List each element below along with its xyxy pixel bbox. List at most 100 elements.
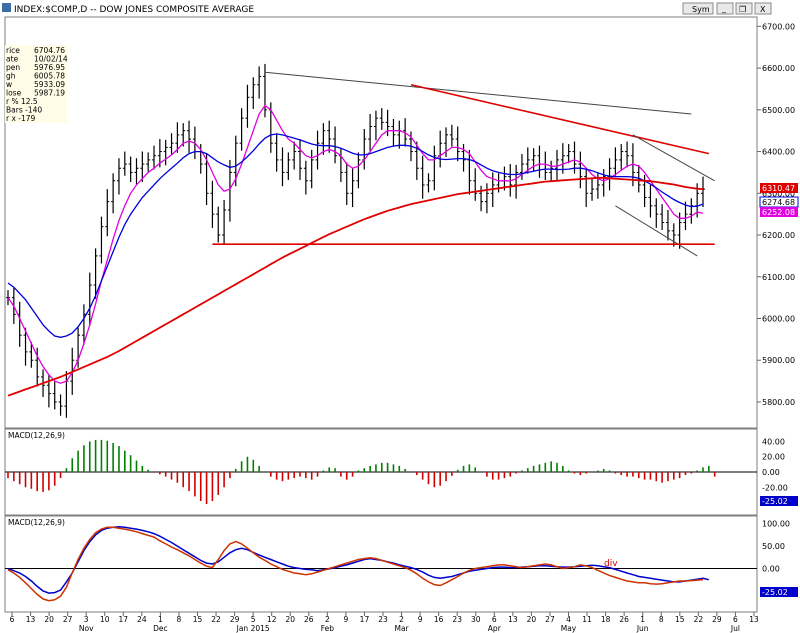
info-label: rice bbox=[6, 46, 20, 55]
x-day-label: 20 bbox=[285, 615, 295, 624]
signal-line bbox=[7, 526, 704, 602]
info-value: 5976.95 bbox=[34, 63, 65, 72]
x-month-label: Mar bbox=[394, 624, 409, 633]
info-label: lose bbox=[6, 89, 22, 98]
x-day-label: 24 bbox=[137, 615, 147, 624]
restore-button[interactable]: ❐ bbox=[735, 2, 753, 15]
x-day-label: 13 bbox=[26, 615, 36, 624]
x-day-label: 4 bbox=[566, 615, 571, 624]
tag-blue: 6274.68 bbox=[759, 196, 799, 208]
close-icon: X bbox=[760, 5, 766, 14]
x-day-label: 15 bbox=[193, 615, 203, 624]
x-day-label: 2 bbox=[399, 615, 404, 624]
x-day-label: 29 bbox=[230, 615, 240, 624]
x-month-label: Dec bbox=[153, 624, 168, 633]
x-day-label: 8 bbox=[659, 615, 664, 624]
x-day-label: 22 bbox=[211, 615, 221, 624]
info-label: gh bbox=[6, 72, 16, 81]
x-day-label: 1 bbox=[640, 615, 645, 624]
trendlines bbox=[212, 71, 715, 257]
close-button[interactable]: X bbox=[754, 2, 772, 15]
red-resistance-trendline bbox=[410, 83, 710, 155]
info-value: 6704.76 bbox=[34, 46, 65, 55]
info-label: r % 12.5 bbox=[6, 97, 38, 106]
tag-hist-value: -25.02 bbox=[762, 497, 788, 506]
info-value: 6005.78 bbox=[34, 72, 65, 81]
tag-macd: -25.02 bbox=[760, 587, 798, 597]
x-day-label: 6 bbox=[10, 615, 15, 624]
x-day-label: 17 bbox=[360, 615, 370, 624]
x-day-label: 10 bbox=[100, 615, 110, 624]
hist-tick-label: 0.00 bbox=[762, 468, 780, 477]
x-day-label: 8 bbox=[177, 615, 182, 624]
x-day-label: 20 bbox=[527, 615, 537, 624]
price-tick-label: 6400.00 bbox=[762, 148, 795, 157]
sym-button[interactable]: Sym bbox=[682, 2, 714, 15]
info-panel: rice 6704.76 ate 10/02/14 pen 5976.95 gh 6005.7… bbox=[5, 45, 68, 123]
macd-histogram-title: MACD(12,26,9) bbox=[8, 431, 65, 440]
x-day-label: 6 bbox=[733, 615, 738, 624]
x-day-label: 9 bbox=[344, 615, 349, 624]
x-day-label: 26 bbox=[619, 615, 629, 624]
x-day-label: 16 bbox=[434, 615, 444, 624]
macd-line bbox=[7, 526, 709, 594]
upper-gray-trendline bbox=[264, 71, 692, 115]
div-label: div bbox=[604, 559, 618, 569]
title-bar: INDEX:$COMP,D -- DOW JONES COMPOSITE AVE… bbox=[0, 0, 800, 16]
info-value: 10/02/14 bbox=[34, 55, 68, 64]
x-day-label: 30 bbox=[471, 615, 481, 624]
sym-button-label: Sym bbox=[692, 5, 710, 14]
x-day-label: 2 bbox=[325, 615, 330, 624]
minimize-icon: _ bbox=[721, 4, 727, 13]
price-tick-label: 6200.00 bbox=[762, 231, 795, 240]
x-month-label: May bbox=[561, 624, 577, 633]
hist-tick-label: 20.00 bbox=[762, 453, 785, 462]
x-day-label: 1 bbox=[158, 615, 163, 624]
x-day-label: 29 bbox=[712, 615, 722, 624]
price-tick-label: 6700.00 bbox=[762, 22, 795, 31]
tag-macd-value: -25.02 bbox=[762, 588, 788, 597]
sma_mid-line bbox=[7, 133, 704, 338]
tag-magenta: 6252.08 bbox=[760, 207, 798, 217]
app-icon bbox=[2, 3, 11, 12]
x-axis: 6 13 20 27 3 10 17 24 1 8 15 22 29 5 12 20 26 2 9 17 23 2 9 16 2… bbox=[10, 612, 759, 633]
x-day-label: 27 bbox=[63, 615, 73, 624]
info-label: pen bbox=[6, 63, 20, 72]
price-tick-label: 6000.00 bbox=[762, 314, 795, 323]
price-panel bbox=[4, 16, 758, 429]
price-tick-label: 5900.00 bbox=[762, 356, 795, 365]
x-day-label: 27 bbox=[545, 615, 555, 624]
price-y-axis: 5800.00 5900.00 6000.00 6100.00 6200.00 6300.… bbox=[757, 22, 795, 407]
x-day-label: 13 bbox=[749, 615, 759, 624]
macd-histogram-bars bbox=[7, 439, 716, 505]
macd-tick-label: 100.00 bbox=[762, 520, 790, 529]
restore-icon: ❐ bbox=[739, 5, 746, 14]
x-day-label: 9 bbox=[418, 615, 423, 624]
x-day-label: 26 bbox=[304, 615, 314, 624]
x-day-label: 15 bbox=[675, 615, 685, 624]
moving-averages bbox=[7, 104, 704, 397]
x-month-label: Jan 2015 bbox=[236, 624, 270, 633]
x-day-label: 22 bbox=[694, 615, 704, 624]
x-day-label: 12 bbox=[267, 615, 277, 624]
x-day-label: 5 bbox=[251, 615, 256, 624]
info-value: 5933.09 bbox=[34, 80, 65, 89]
info-label: Bars -140 bbox=[6, 106, 42, 115]
x-day-label: 17 bbox=[119, 615, 129, 624]
price-tick-label: 6300.00 bbox=[762, 189, 795, 198]
macd-panel bbox=[4, 515, 758, 613]
x-day-label: 11 bbox=[582, 615, 592, 624]
tag-magenta-value: 6252.08 bbox=[762, 208, 795, 217]
channel-top-trendline bbox=[632, 134, 715, 182]
tag-red: 6310.47 bbox=[760, 183, 798, 193]
info-value: 5987.19 bbox=[34, 89, 65, 98]
hist-tick-label: -20.00 bbox=[762, 483, 788, 492]
window-title: INDEX:$COMP,D -- DOW JONES COMPOSITE AVE… bbox=[14, 5, 254, 15]
minimize-button[interactable]: _ bbox=[716, 2, 734, 15]
x-month-label: Apr bbox=[488, 624, 502, 633]
x-month-label: Nov bbox=[79, 624, 94, 633]
x-day-label: 6 bbox=[492, 615, 497, 624]
x-day-label: 13 bbox=[508, 615, 518, 624]
x-month-label: Jun bbox=[636, 624, 649, 633]
x-month-label: Jul bbox=[730, 624, 740, 633]
